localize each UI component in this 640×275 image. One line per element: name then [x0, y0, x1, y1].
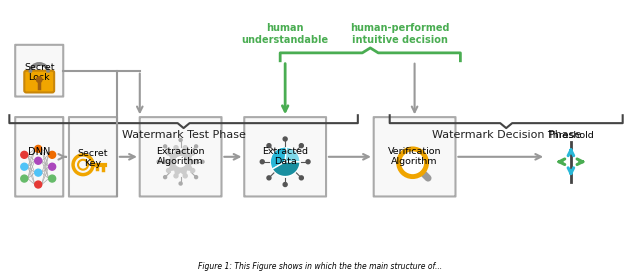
- Circle shape: [49, 151, 56, 158]
- Text: Secret
Key: Secret Key: [77, 149, 108, 168]
- Circle shape: [306, 160, 310, 164]
- Polygon shape: [166, 148, 196, 176]
- FancyBboxPatch shape: [24, 71, 54, 92]
- Text: Watermark Decision Phase: Watermark Decision Phase: [431, 130, 581, 140]
- Circle shape: [195, 145, 198, 148]
- Circle shape: [175, 157, 186, 167]
- Circle shape: [21, 175, 28, 182]
- Circle shape: [174, 174, 178, 178]
- Text: Secret
Lock: Secret Lock: [24, 63, 54, 82]
- Circle shape: [195, 176, 198, 179]
- Circle shape: [164, 160, 168, 164]
- Circle shape: [35, 145, 42, 152]
- Text: human-performed
intuitive decision: human-performed intuitive decision: [351, 23, 450, 45]
- Circle shape: [35, 157, 42, 164]
- Text: Extracted
Data: Extracted Data: [262, 147, 308, 166]
- FancyBboxPatch shape: [69, 117, 117, 197]
- Circle shape: [164, 176, 166, 179]
- Circle shape: [49, 163, 56, 170]
- Text: DNN: DNN: [28, 147, 51, 157]
- Circle shape: [191, 169, 195, 172]
- Circle shape: [260, 160, 264, 164]
- FancyBboxPatch shape: [244, 117, 326, 196]
- FancyBboxPatch shape: [374, 117, 456, 196]
- Circle shape: [300, 144, 303, 148]
- Text: Extraction
Algorithm: Extraction Algorithm: [156, 147, 205, 166]
- Circle shape: [201, 160, 204, 163]
- Circle shape: [283, 137, 287, 141]
- Circle shape: [36, 76, 43, 83]
- Wedge shape: [270, 147, 287, 169]
- Circle shape: [401, 151, 424, 175]
- Circle shape: [157, 160, 160, 163]
- Circle shape: [179, 182, 182, 185]
- Circle shape: [35, 169, 42, 176]
- FancyBboxPatch shape: [15, 117, 63, 197]
- Circle shape: [35, 181, 42, 188]
- Circle shape: [267, 176, 271, 180]
- Text: Verification
Algorithm: Verification Algorithm: [388, 147, 442, 166]
- Circle shape: [300, 176, 303, 180]
- Circle shape: [183, 146, 188, 150]
- Circle shape: [191, 151, 195, 155]
- Text: Threshold: Threshold: [548, 131, 595, 140]
- Text: Watermark Test Phase: Watermark Test Phase: [122, 130, 246, 140]
- Circle shape: [183, 174, 188, 178]
- Circle shape: [283, 183, 287, 186]
- Text: human
understandable: human understandable: [241, 23, 329, 45]
- Circle shape: [164, 145, 166, 148]
- Circle shape: [21, 151, 28, 158]
- Circle shape: [179, 139, 182, 141]
- Wedge shape: [272, 162, 300, 177]
- Circle shape: [267, 144, 271, 148]
- Wedge shape: [285, 147, 300, 162]
- Circle shape: [174, 146, 178, 150]
- FancyBboxPatch shape: [15, 45, 63, 97]
- Circle shape: [49, 175, 56, 182]
- FancyBboxPatch shape: [140, 117, 221, 196]
- Text: Figure 1: This Figure shows in which the the main structure of...: Figure 1: This Figure shows in which the…: [198, 262, 442, 271]
- Circle shape: [166, 151, 170, 155]
- Circle shape: [166, 169, 170, 172]
- Circle shape: [193, 160, 198, 164]
- Circle shape: [21, 163, 28, 170]
